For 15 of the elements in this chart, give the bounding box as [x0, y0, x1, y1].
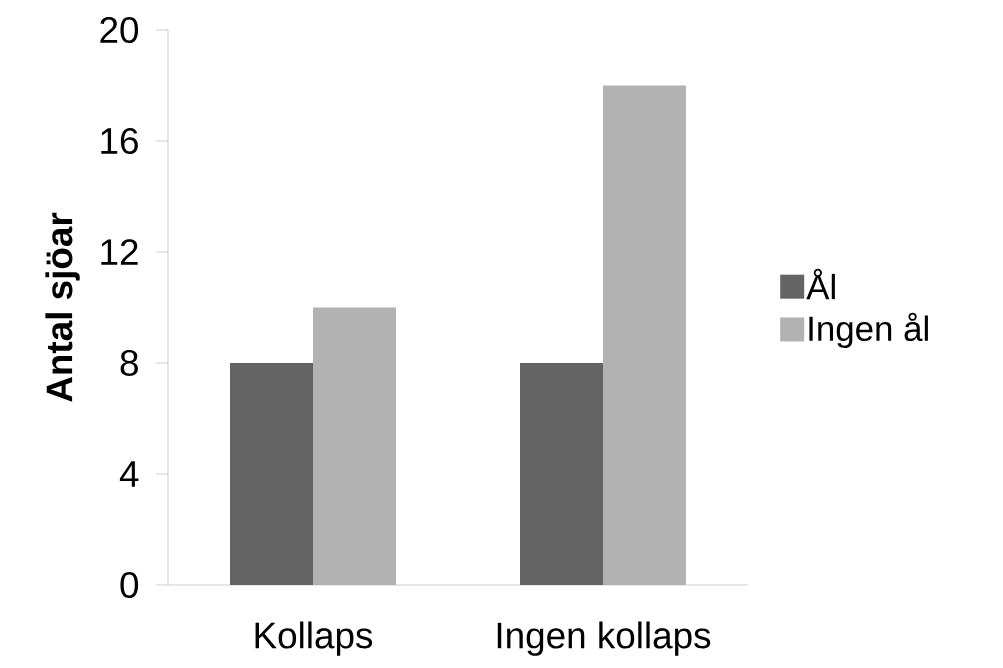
- bar: [313, 307, 396, 585]
- x-tick-label: Kollaps: [255, 621, 373, 656]
- y-axis-title: Antal sjöar: [45, 212, 80, 402]
- legend-label: Ål: [806, 268, 835, 300]
- bar: [603, 85, 687, 585]
- bar: [230, 363, 313, 585]
- bar: [520, 363, 604, 585]
- x-tick-label: Ingen kollaps: [497, 621, 711, 656]
- y-tick-label: 12: [101, 239, 138, 265]
- y-tick-label: 20: [100, 16, 139, 44]
- y-tick-label: 8: [120, 349, 138, 377]
- y-tick-label: 4: [119, 461, 139, 487]
- legend-label: Ingen ål: [809, 312, 928, 348]
- y-tick-label: 16: [101, 127, 138, 155]
- y-tick-label: 0: [120, 571, 139, 599]
